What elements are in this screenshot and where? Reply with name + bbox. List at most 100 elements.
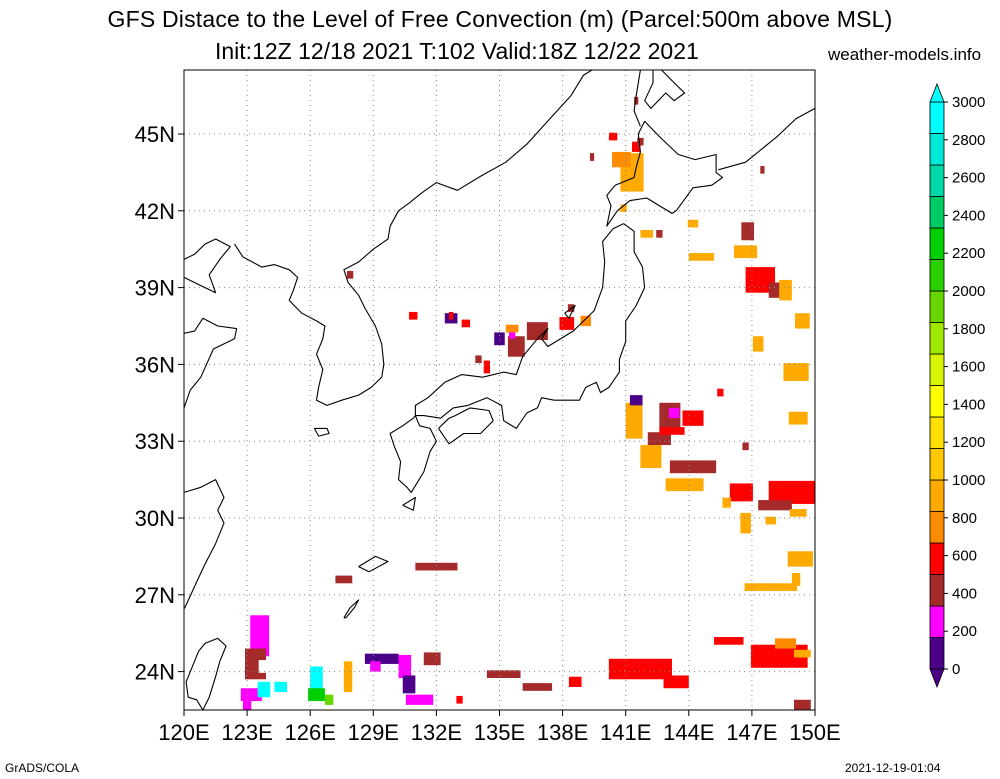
lfc-cell bbox=[409, 311, 418, 320]
lfc-cell bbox=[423, 652, 441, 666]
lfc-cell bbox=[665, 478, 704, 492]
lfc-cell bbox=[507, 336, 525, 357]
lfc-cell bbox=[752, 336, 764, 352]
colorbar-label: 600 bbox=[952, 548, 977, 565]
lat-tick-label: 27N bbox=[135, 583, 175, 608]
lfc-cell bbox=[734, 245, 758, 259]
coastline bbox=[184, 317, 238, 409]
colorbar-bin bbox=[929, 101, 945, 134]
lfc-cell bbox=[640, 230, 654, 238]
lfc-cell bbox=[629, 395, 643, 406]
colorbar-max-arrow bbox=[929, 82, 945, 103]
lfc-cell bbox=[343, 661, 353, 693]
lfc-cell bbox=[257, 681, 271, 698]
coastline bbox=[438, 407, 494, 445]
lfc-cell bbox=[682, 410, 704, 426]
colorbar-bin bbox=[929, 133, 945, 166]
lfc-cell bbox=[483, 360, 491, 374]
chart-subtitle: Init:12Z 12/18 2021 T:102 Valid:18Z 12/2… bbox=[215, 38, 699, 64]
lfc-cell bbox=[364, 653, 399, 664]
colorbar-label: 2800 bbox=[952, 132, 985, 149]
colorbar-label: 200 bbox=[952, 623, 977, 640]
lon-tick-label: 150E bbox=[789, 720, 840, 745]
coastline bbox=[408, 70, 594, 204]
coastline bbox=[184, 479, 225, 610]
colorbar-bin bbox=[929, 353, 945, 386]
lon-tick-label: 147E bbox=[726, 720, 777, 745]
coastline bbox=[644, 70, 686, 109]
lfc-cell bbox=[722, 497, 731, 508]
lat-tick-label: 33N bbox=[135, 429, 175, 454]
lfc-cell bbox=[768, 480, 815, 504]
lfc-cell bbox=[656, 230, 663, 238]
lfc-cell bbox=[740, 512, 751, 534]
coastline bbox=[185, 637, 227, 710]
lfc-cell bbox=[779, 279, 792, 301]
lfc-cell bbox=[526, 322, 548, 341]
lfc-cell bbox=[714, 637, 744, 645]
lat-tick-label: 24N bbox=[135, 660, 175, 685]
grid-lines bbox=[184, 70, 815, 710]
lfc-cell bbox=[475, 355, 482, 364]
lfc-cell bbox=[608, 658, 672, 680]
lon-tick-label: 138E bbox=[537, 720, 588, 745]
lfc-cell bbox=[620, 204, 627, 213]
lat-tick-label: 36N bbox=[135, 352, 175, 377]
lfc-cell bbox=[308, 688, 325, 702]
coastlines bbox=[184, 70, 815, 710]
lfc-cell bbox=[789, 509, 807, 517]
lfc-cell bbox=[494, 332, 505, 346]
lfc-cell bbox=[783, 363, 809, 382]
lfc-field-layer bbox=[240, 96, 815, 710]
footer-software: GrADS/COLA bbox=[5, 761, 80, 775]
lat-tick-label: 39N bbox=[135, 276, 175, 301]
lfc-cell bbox=[668, 407, 680, 419]
lfc-cell bbox=[370, 661, 381, 672]
lon-tick-label: 135E bbox=[474, 720, 525, 745]
lfc-cell bbox=[456, 695, 463, 704]
colorbar-label: 3000 bbox=[952, 94, 985, 111]
lfc-cell bbox=[508, 328, 516, 339]
colorbar-label: 0 bbox=[952, 661, 960, 678]
lfc-cell bbox=[559, 317, 575, 330]
lfc-cell bbox=[688, 253, 715, 261]
lfc-cell bbox=[242, 699, 252, 710]
credit-label: weather-models.info bbox=[828, 45, 982, 64]
lat-tick-label: 42N bbox=[135, 199, 175, 224]
coastline bbox=[633, 70, 641, 127]
lfc-cell bbox=[589, 153, 595, 161]
lat-tick-label: 45N bbox=[135, 122, 175, 147]
colorbar-min-arrow bbox=[929, 668, 945, 689]
lfc-cell bbox=[744, 583, 798, 591]
lfc-cell bbox=[795, 313, 810, 329]
colorbar-bin bbox=[929, 542, 945, 575]
lfc-cell bbox=[758, 500, 792, 511]
colorbar-label: 2600 bbox=[952, 170, 985, 187]
lfc-cell bbox=[505, 324, 519, 333]
lfc-cell bbox=[742, 442, 749, 451]
colorbar-bin bbox=[929, 290, 945, 323]
lfc-cell bbox=[787, 551, 813, 567]
lfc-cell bbox=[258, 660, 270, 673]
lfc-cell bbox=[669, 460, 717, 474]
colorbar-label: 2200 bbox=[952, 245, 985, 262]
lat-tick-label: 30N bbox=[135, 506, 175, 531]
chart-title: GFS Distace to the Level of Free Convect… bbox=[107, 6, 893, 32]
lfc-cell bbox=[240, 688, 262, 702]
lon-tick-label: 132E bbox=[411, 720, 462, 745]
lfc-cell bbox=[580, 315, 591, 326]
colorbar-label: 2400 bbox=[952, 207, 985, 224]
colorbar-bin bbox=[929, 511, 945, 544]
colorbar: 0 200 400 600 800 1000 1200 1400 1600 1800 2000 220… bbox=[929, 82, 985, 689]
coastline bbox=[358, 555, 389, 573]
coastline bbox=[414, 223, 646, 429]
colorbar-label: 1400 bbox=[952, 396, 985, 413]
colorbar-label: 400 bbox=[952, 585, 977, 602]
lfc-cell bbox=[768, 282, 782, 298]
colorbar-bin bbox=[929, 322, 945, 355]
lfc-cell bbox=[791, 573, 801, 586]
lfc-cell bbox=[625, 402, 643, 439]
lfc-cell bbox=[729, 483, 753, 502]
axis-ticks: 24N 27N 30N 33N 36N 39N 42N 45N 120E 123E 126E 129E… bbox=[135, 122, 841, 745]
